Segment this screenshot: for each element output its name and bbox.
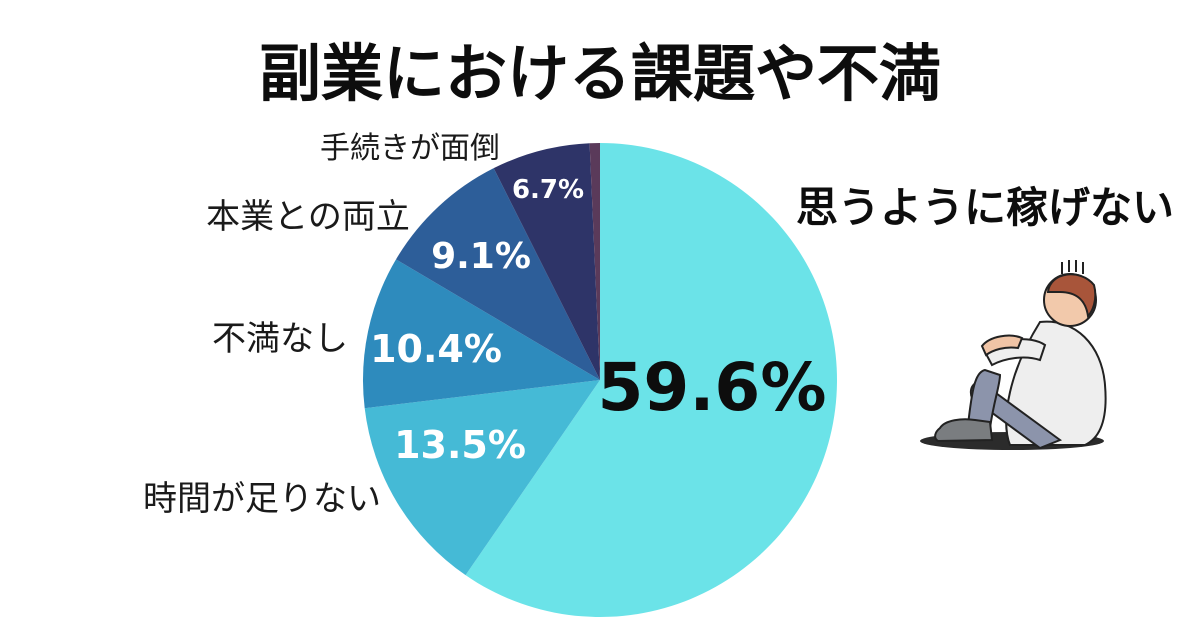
pie-slice	[493, 143, 600, 380]
pie-slice	[589, 143, 600, 380]
slice-pct-label: 13.5%	[394, 423, 526, 467]
slice-pct-label: 10.4%	[370, 327, 502, 371]
chart-title: 副業における課題や不満	[259, 37, 941, 110]
pie-slice	[363, 259, 600, 409]
callout-label: 思うように稼げない	[796, 183, 1174, 232]
sitting-person-worried-icon	[920, 260, 1107, 450]
pie-slices	[363, 143, 837, 618]
slice-category-label: 時間が足りない	[143, 479, 381, 519]
pie-slice	[465, 143, 837, 618]
slice-pct-label: 6.7%	[512, 175, 584, 205]
pie-slice	[396, 168, 600, 380]
pie-slice	[364, 380, 600, 576]
slice-category-label: 手続きが面倒	[320, 131, 500, 166]
slice-pct-label: 59.6%	[598, 349, 827, 426]
slice-category-label: 本業との両立	[206, 197, 410, 237]
slice-category-label: 不満なし	[212, 319, 348, 359]
slice-pct-label: 9.1%	[431, 236, 531, 277]
